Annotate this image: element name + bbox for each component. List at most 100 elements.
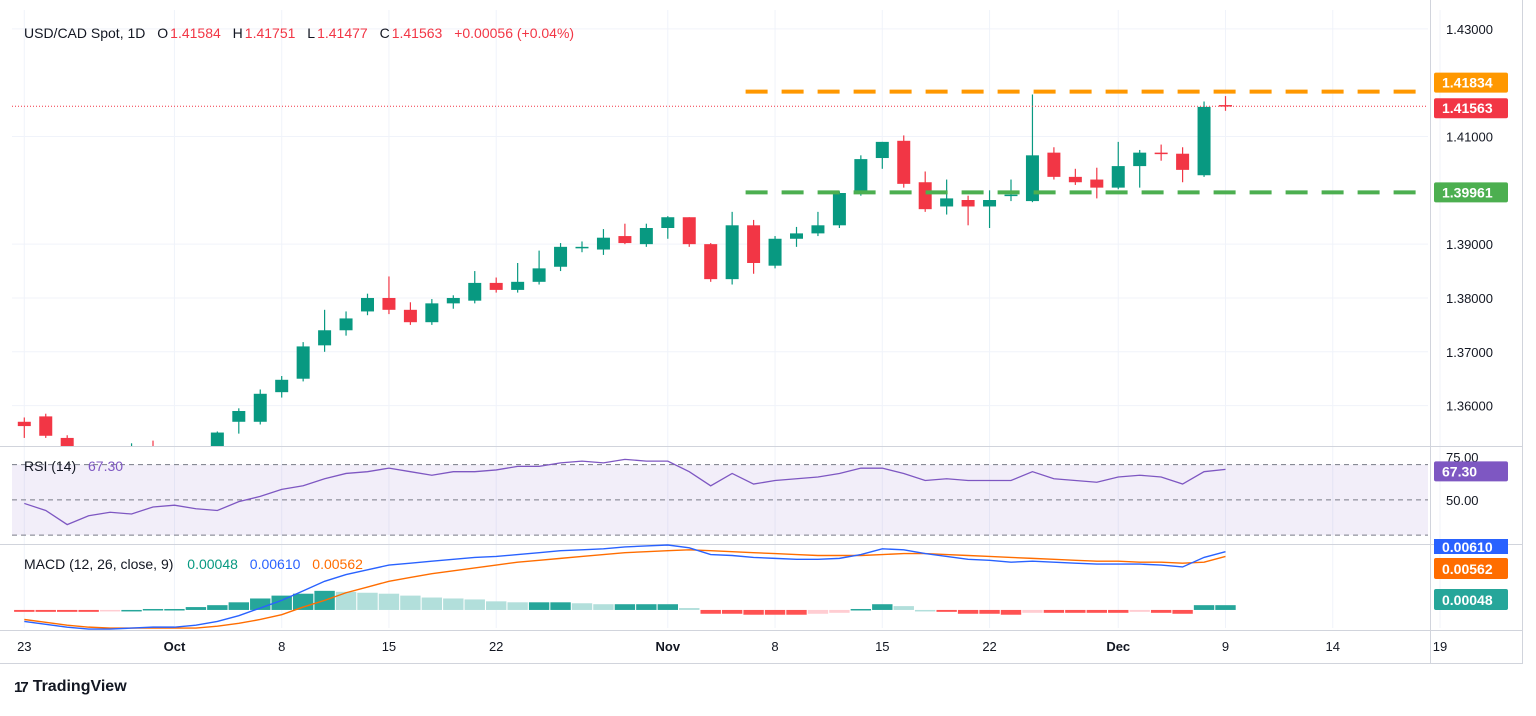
macd-hist-bar (357, 592, 378, 610)
time-tick-label: Dec (1106, 639, 1130, 654)
candle-body (446, 297, 460, 304)
candle-body (296, 346, 310, 379)
macd-hist-bar (957, 609, 979, 614)
candle-body (39, 416, 53, 436)
macd-line-value: 0.00610 (249, 556, 301, 572)
rsi-legend: RSI (14) 67.30 (24, 458, 125, 474)
support-tag: 1.39961 (1442, 184, 1493, 200)
macd-hist-bar (164, 608, 185, 611)
macd-hist-bar (786, 609, 807, 615)
macd-hist-bar (378, 593, 400, 610)
candle-body (682, 217, 696, 245)
macd-hist-tag-bg (1434, 589, 1508, 610)
macd-hist-bar (807, 609, 829, 614)
macd-hist-bar (400, 595, 421, 610)
macd-hist-bar (614, 604, 636, 610)
candle-body (361, 297, 374, 312)
rsi-tick-label: 50.00 (1446, 493, 1479, 508)
time-tick-label: 8 (771, 639, 778, 654)
candle-body (854, 159, 868, 194)
candle-body (60, 437, 74, 446)
macd-hist-tag: 0.00048 (1442, 592, 1493, 608)
macd-hist-bar (486, 601, 507, 610)
change-value: +0.00056 (+0.04%) (454, 25, 575, 41)
macd-hist-bar (550, 602, 571, 610)
macd-hist-bar (35, 609, 56, 612)
candle-body (468, 282, 482, 301)
candle-body (1068, 176, 1082, 183)
candle-body (832, 193, 846, 226)
brand-name: TradingView (32, 678, 127, 695)
candle-body (489, 282, 503, 290)
time-tick-label: 14 (1326, 639, 1340, 654)
macd-hist-bar (1022, 609, 1043, 613)
candle-body (339, 318, 353, 331)
candle-body (210, 432, 224, 446)
macd-hist-bar (185, 607, 207, 610)
candle-body (639, 228, 653, 245)
open-value: 1.41584 (170, 25, 221, 41)
candle-body (1176, 153, 1190, 170)
macd-hist-bar (1215, 605, 1236, 610)
macd-hist-bar (1129, 609, 1150, 612)
time-tick-label: 23 (17, 639, 31, 654)
candle-body (1154, 152, 1168, 155)
candle-body (104, 449, 117, 452)
macd-hist-bar (593, 604, 614, 610)
candle-body (1133, 152, 1147, 167)
candle-body (596, 237, 610, 250)
rsi-tick-label: 75.00 (1446, 450, 1479, 465)
rsi-value: 67.30 (88, 458, 124, 474)
high-value: 1.41751 (244, 25, 296, 41)
low-value: 1.41477 (317, 25, 368, 41)
macd-line (24, 544, 1226, 630)
low-label: L (307, 25, 316, 41)
macd-hist-bar (121, 609, 142, 612)
candle-body (961, 200, 975, 207)
macd-hist-bar (721, 609, 743, 614)
candle-body (1004, 194, 1018, 197)
time-tick-label: 19 (1433, 639, 1447, 654)
open-label: O (157, 25, 169, 41)
time-tick-label: 9 (1222, 639, 1229, 654)
macd-name: MACD (12, 26, close, 9) (24, 556, 174, 572)
symbol-label: USD/CAD Spot, 1D (24, 25, 146, 41)
candle-body (618, 236, 632, 244)
support-tag-bg (1434, 182, 1508, 203)
price-tick-label: 1.36000 (1446, 399, 1493, 414)
price-tick-label: 1.37000 (1446, 345, 1493, 360)
rsi-tag: 67.30 (1442, 463, 1477, 479)
macd-hist-bar (335, 591, 357, 610)
price-tick-label: 1.41000 (1446, 129, 1493, 144)
close-label: C (379, 25, 390, 41)
macd-signal-value: 0.00562 (312, 556, 363, 572)
candle-body (1047, 152, 1061, 177)
macd-hist-bar (679, 608, 700, 610)
candle-body (1025, 155, 1039, 202)
candle-body (747, 225, 761, 263)
macd-hist-bar (443, 598, 464, 610)
macd-hist-bar (57, 609, 78, 612)
macd-hist-bar (1172, 609, 1193, 614)
candle-body (1197, 106, 1211, 176)
time-tick-label: Oct (164, 639, 186, 654)
macd-hist-bar (1065, 609, 1086, 613)
macd-hist-bar (636, 604, 657, 610)
tradingview-brand[interactable]: 17 TradingView (14, 678, 127, 696)
time-tick-label: Nov (656, 639, 681, 654)
time-tick-label: 15 (382, 639, 396, 654)
candle-body (189, 451, 202, 454)
time-tick-label: 8 (278, 639, 285, 654)
macd-hist-bar (1150, 609, 1172, 613)
macd-hist-bar (979, 609, 1000, 614)
macd-hist-bar (1086, 609, 1107, 613)
candle-body (1219, 105, 1232, 107)
candle-body (768, 238, 782, 266)
macd-hist-bar (1193, 605, 1215, 610)
macd-hist-bar (1108, 609, 1129, 613)
macd-hist-bar (1000, 609, 1022, 615)
candle-body (318, 330, 332, 346)
candle-body (983, 200, 997, 207)
